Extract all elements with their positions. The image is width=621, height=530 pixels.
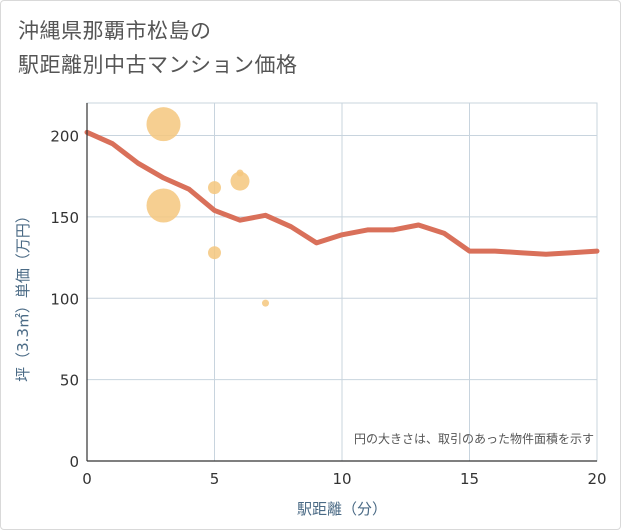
x-tick-label: 0 bbox=[82, 470, 92, 488]
series bbox=[84, 129, 600, 257]
y-tick-label: 100 bbox=[50, 290, 79, 308]
title-line-2: 駅距離別中古マンション価格 bbox=[18, 53, 298, 77]
x-tick-label: 5 bbox=[210, 470, 220, 488]
bubble-point bbox=[208, 246, 221, 260]
title-line-1: 沖縄県那覇市松島の bbox=[18, 19, 212, 43]
chart-title: 沖縄県那覇市松島の 駅距離別中古マンション価格 bbox=[18, 14, 298, 82]
bubble-point bbox=[146, 188, 181, 223]
y-tick-label: 200 bbox=[50, 128, 79, 146]
x-axis-label: 駅距離（分） bbox=[297, 500, 387, 518]
x-tick-label: 15 bbox=[460, 470, 479, 488]
bubble-point bbox=[208, 181, 221, 195]
grid bbox=[86, 102, 598, 462]
bubbles bbox=[146, 107, 269, 307]
bubble-point bbox=[230, 171, 250, 191]
bubble-point bbox=[236, 169, 244, 177]
axes: 0 50 100 150 200 0 5 10 15 20 bbox=[50, 103, 607, 488]
x-tick-label: 10 bbox=[332, 470, 351, 488]
y-tick-label: 0 bbox=[69, 453, 79, 471]
series-line bbox=[84, 129, 600, 257]
size-note: 円の大きさは、取引のあった物件面積を示す bbox=[354, 431, 594, 446]
bubble-point bbox=[146, 107, 181, 142]
x-tick-label: 20 bbox=[587, 470, 606, 488]
labels: 駅距離（分） 坪（3.3㎡）単価（万円） 円の大きさは、取引のあった物件面積を示… bbox=[14, 208, 594, 518]
y-axis-label: 坪（3.3㎡）単価（万円） bbox=[14, 208, 32, 382]
y-tick-label: 150 bbox=[50, 209, 79, 227]
bubble-point bbox=[262, 299, 269, 307]
y-tick-label: 50 bbox=[60, 372, 79, 390]
